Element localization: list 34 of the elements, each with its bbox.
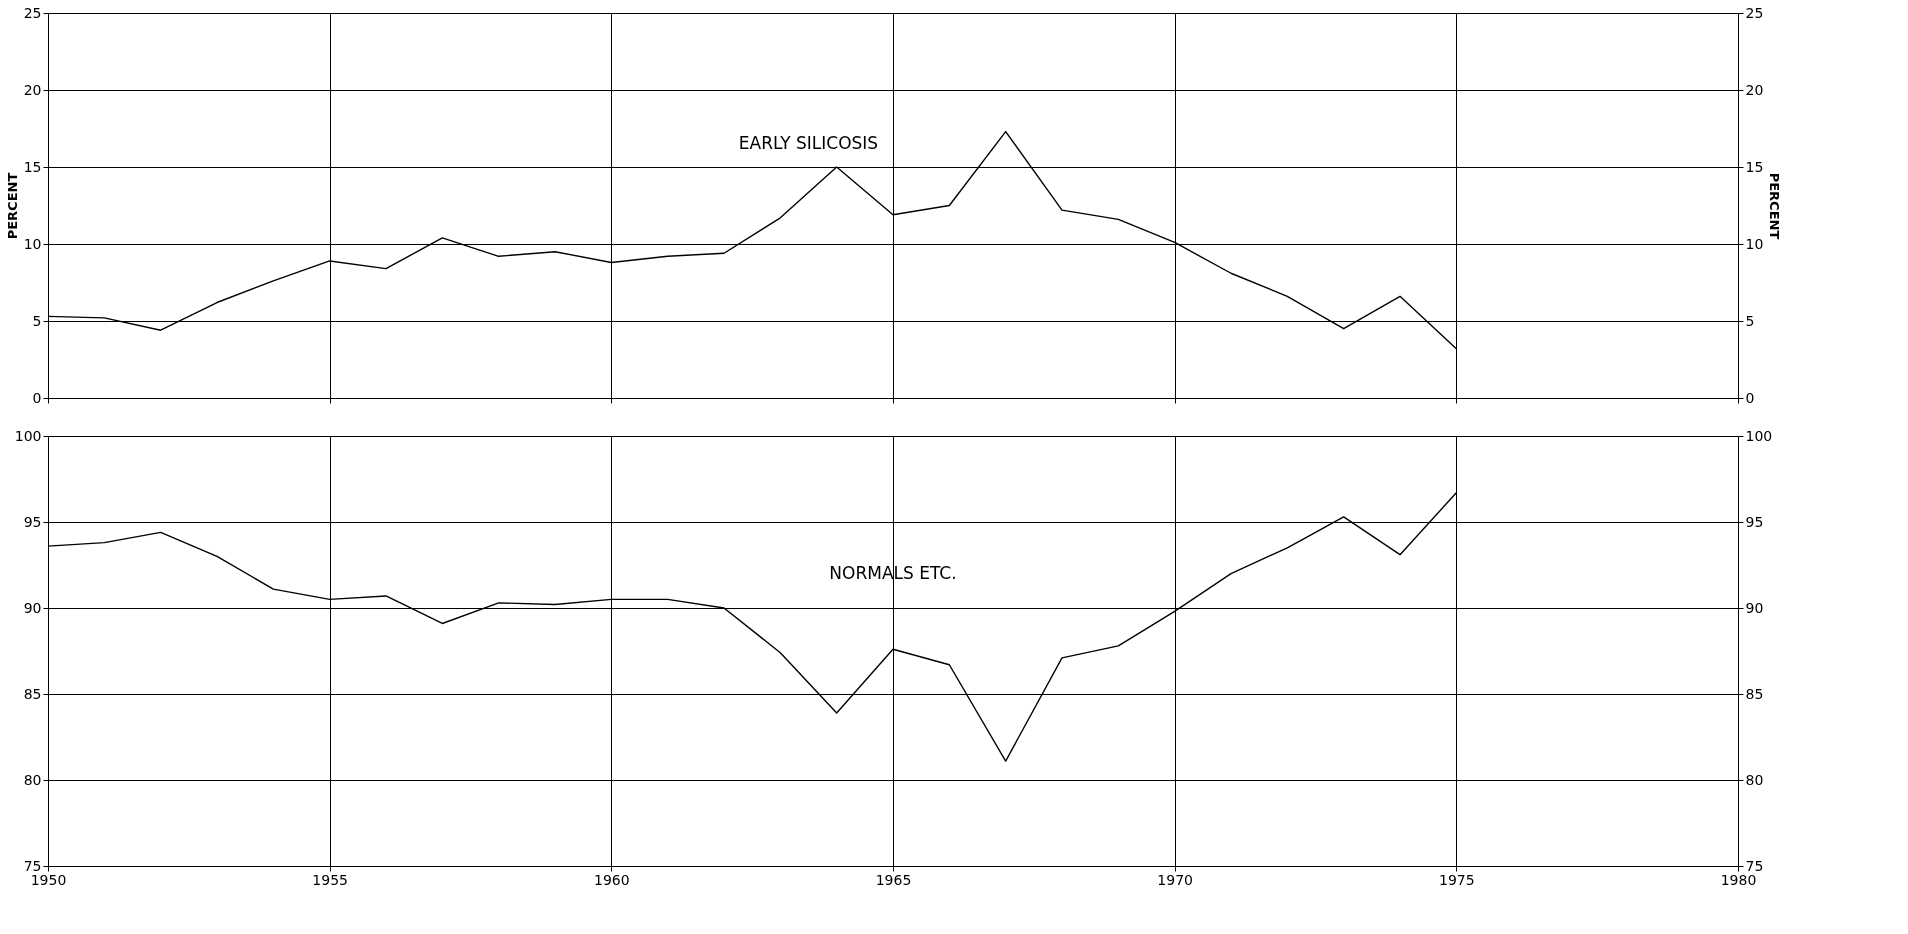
x-tick-label: 1980: [1720, 871, 1757, 888]
y2-tick-label: 20: [1745, 81, 1764, 98]
y2-tick-label: 100: [1745, 427, 1773, 444]
y-tick-label: 10: [23, 235, 42, 252]
y-tick-label: 75: [23, 857, 42, 874]
y2-tick-label: 80: [1745, 771, 1764, 788]
y-tick-label: 90: [23, 599, 42, 616]
x-tick-label: 1960: [594, 871, 630, 888]
y-tick-label: 15: [23, 158, 42, 175]
text: EARLY SILICOSIS: [738, 132, 879, 153]
x-tick-label: 1965: [875, 871, 912, 888]
y2-tick-label: 90: [1745, 599, 1764, 616]
x-tick-label: 1970: [1157, 871, 1193, 888]
y2-tick-label: 85: [1745, 685, 1764, 702]
y2-axis-title: PERCENT: [1767, 172, 1783, 240]
x-tick-label: 1955: [312, 871, 348, 888]
y-tick-label: 20: [23, 81, 42, 98]
y2-tick-label: 5: [1745, 312, 1755, 329]
y-tick-label: 0: [32, 389, 42, 406]
y-tick-label: 85: [23, 685, 42, 702]
y2-tick-label: 15: [1745, 158, 1764, 175]
y2-tick-label: 95: [1745, 513, 1764, 530]
y-axis-title: PERCENT: [4, 172, 20, 240]
y2-tick-label: 25: [1745, 4, 1764, 21]
x-tick-label: 1975: [1439, 871, 1475, 888]
y-tick-label: 95: [23, 513, 42, 530]
y2-tick-label: 0: [1745, 389, 1755, 406]
y2-tick-label: 10: [1745, 235, 1764, 252]
y-tick-label: 25: [23, 4, 42, 21]
y2-tick-label: 75: [1745, 857, 1764, 874]
y-tick-label: 5: [32, 312, 42, 329]
x-tick-label: 1950: [30, 871, 67, 888]
y-tick-label: 100: [14, 427, 42, 444]
y-tick-label: 80: [23, 771, 42, 788]
